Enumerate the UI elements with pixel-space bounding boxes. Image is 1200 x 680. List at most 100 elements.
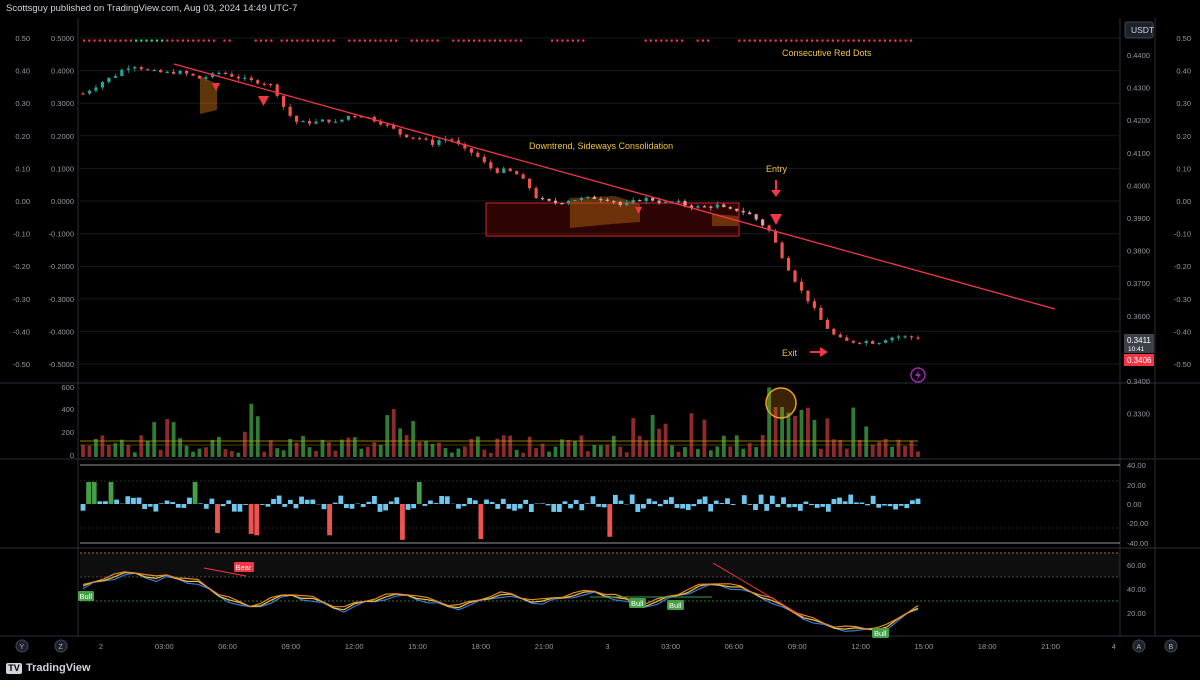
tradingview-logo[interactable]: TV TradingView bbox=[6, 662, 91, 674]
signal-dot bbox=[265, 39, 268, 42]
candle-body bbox=[482, 156, 486, 163]
candle-body bbox=[877, 342, 881, 345]
osc-bar bbox=[725, 498, 730, 504]
volume-bar bbox=[411, 421, 416, 457]
osc-bar bbox=[915, 498, 921, 504]
lightning-icon[interactable] bbox=[910, 367, 926, 383]
x-tick: 2 bbox=[99, 642, 103, 651]
x-tick: 15:00 bbox=[915, 642, 934, 651]
osc-bar bbox=[467, 497, 473, 504]
osc-bar bbox=[898, 504, 904, 506]
candle-body bbox=[884, 340, 888, 343]
volume-bar bbox=[391, 409, 396, 457]
osc-bar bbox=[523, 499, 529, 504]
volume-bar bbox=[708, 450, 713, 457]
candle-body bbox=[773, 230, 778, 243]
volume-bar bbox=[864, 426, 869, 457]
signal-dot bbox=[696, 39, 699, 42]
candles bbox=[81, 65, 920, 347]
left-inner-tick: -0.3000 bbox=[49, 295, 74, 304]
signal-dot bbox=[410, 39, 413, 42]
volume-bar bbox=[119, 439, 124, 457]
signal-dot bbox=[514, 39, 517, 42]
volume-bar bbox=[210, 439, 215, 457]
chart-canvas[interactable]: Consecutive Red Dots Downtrend, Sideways… bbox=[0, 0, 1200, 660]
osc-bar bbox=[478, 504, 484, 540]
right-outer-tick: -0.40 bbox=[1174, 327, 1191, 336]
signal-dot bbox=[129, 39, 132, 42]
signal-dot bbox=[748, 39, 751, 42]
osc-bar bbox=[528, 504, 534, 512]
osc-bar bbox=[853, 502, 859, 504]
right-price-tick: 0.4000 bbox=[1127, 181, 1150, 190]
candle-body bbox=[113, 75, 117, 78]
signal-dot bbox=[665, 39, 668, 42]
candle-body bbox=[761, 219, 765, 226]
osc-bar bbox=[310, 499, 316, 504]
candle-body bbox=[502, 168, 506, 173]
osc-bar bbox=[461, 504, 467, 507]
bull-label-4: Bull bbox=[874, 629, 887, 638]
candle-body bbox=[495, 168, 499, 173]
x-tick: 03:00 bbox=[661, 642, 680, 651]
volume-bar bbox=[844, 448, 849, 457]
osc-bar bbox=[299, 496, 304, 504]
signal-dot bbox=[202, 39, 205, 42]
osc-bar bbox=[147, 504, 153, 507]
osc-bar bbox=[741, 495, 747, 504]
signal-dot bbox=[119, 39, 122, 42]
volume-bar bbox=[741, 448, 746, 457]
signal-dot bbox=[779, 39, 782, 42]
candle-body bbox=[735, 208, 739, 211]
volume-bar bbox=[191, 451, 195, 457]
volume-bar bbox=[773, 406, 778, 457]
right-outer-tick: 0.40 bbox=[1176, 67, 1191, 76]
signal-dot bbox=[155, 39, 158, 42]
volume-bar bbox=[417, 441, 422, 457]
candle-body bbox=[320, 119, 325, 122]
osc-bar bbox=[91, 482, 97, 504]
candle-body bbox=[812, 301, 817, 308]
candle-body bbox=[256, 80, 260, 84]
candle-body bbox=[547, 198, 551, 201]
candle-body bbox=[100, 82, 105, 88]
volume-bar bbox=[838, 439, 843, 457]
candle-body bbox=[890, 337, 894, 341]
candle-body bbox=[903, 336, 907, 338]
volume-bar bbox=[236, 452, 241, 457]
signal-dot bbox=[816, 39, 819, 42]
signal-dot bbox=[389, 39, 392, 42]
volume-bar bbox=[301, 435, 305, 457]
signal-dot bbox=[800, 39, 803, 42]
signal-dot bbox=[894, 39, 897, 42]
corner-buttons[interactable]: Y Z A B bbox=[15, 639, 1178, 653]
candle-body bbox=[450, 139, 454, 141]
candle-body bbox=[754, 214, 758, 220]
candle-body bbox=[463, 144, 467, 149]
osc-bar bbox=[484, 499, 489, 504]
signal-dot bbox=[837, 39, 840, 42]
candle-body bbox=[728, 207, 732, 209]
volume-bar bbox=[365, 446, 370, 457]
candle-body bbox=[288, 106, 292, 116]
volume-bar bbox=[87, 445, 92, 457]
candle-body bbox=[307, 120, 312, 124]
trendline bbox=[173, 63, 1056, 310]
right-outer-tick: -0.10 bbox=[1174, 230, 1191, 239]
left-outer-tick: 0.20 bbox=[15, 132, 30, 141]
left-inner-tick: -0.2000 bbox=[49, 262, 74, 271]
candle-body bbox=[916, 337, 920, 339]
volume-bar bbox=[281, 450, 286, 457]
signal-dot bbox=[883, 39, 886, 42]
signal-dot bbox=[868, 39, 871, 42]
candle-body bbox=[786, 258, 791, 271]
signal-dot bbox=[743, 39, 746, 42]
signal-dot bbox=[556, 39, 559, 42]
osc-bar bbox=[769, 495, 775, 504]
publish-header: Scottsguy published on TradingView.com, … bbox=[0, 0, 1200, 18]
osc-bar bbox=[590, 496, 596, 504]
osc-bar bbox=[562, 501, 568, 504]
volume-bar bbox=[903, 446, 907, 457]
signal-dot bbox=[280, 39, 283, 42]
candle-body bbox=[249, 77, 253, 81]
